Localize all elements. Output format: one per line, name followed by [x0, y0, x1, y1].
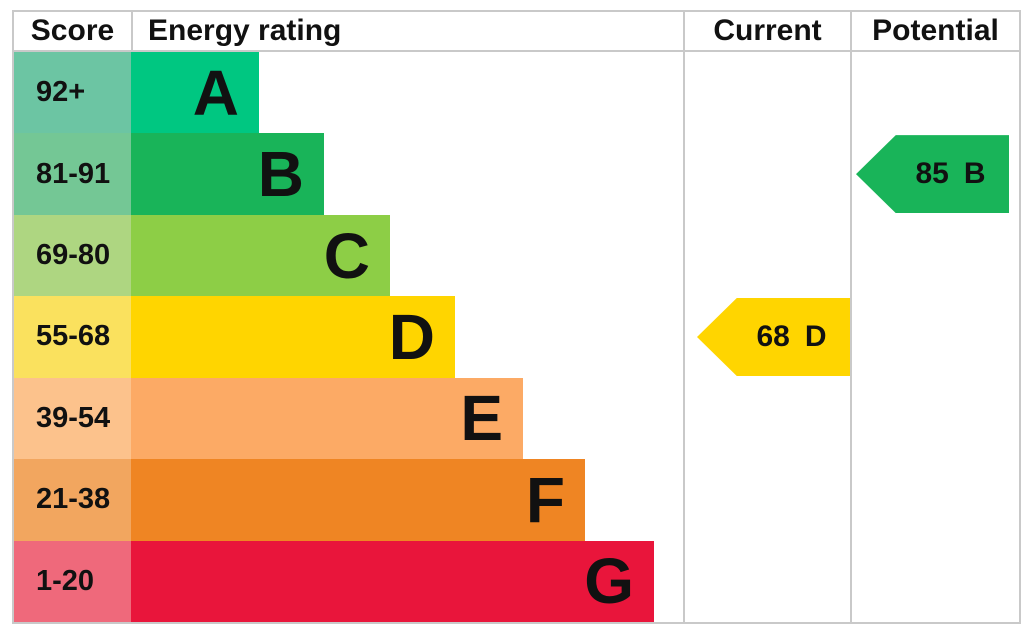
current-rating-band: D — [804, 320, 827, 353]
potential-column-divider — [850, 12, 852, 622]
header-potential: Potential — [872, 14, 999, 47]
band-score-range: 21-38 — [14, 459, 131, 541]
band-row: 21-38 F — [14, 459, 1019, 541]
band-rows: 92+ A 81-91 B 69-80 C 55-68 D 39-54 E 21… — [14, 52, 1019, 622]
band-letter: E — [460, 382, 503, 455]
band-letter: B — [257, 138, 304, 211]
chart-header: Score Energy rating Current Potential — [14, 12, 1019, 52]
band-row: 92+ A — [14, 52, 1019, 134]
band-row: 69-80 C — [14, 214, 1019, 297]
header-current: Current — [713, 14, 822, 47]
band-letter: D — [388, 300, 435, 373]
band-row: 1-20 G — [14, 540, 1019, 622]
band-bar: D — [131, 296, 455, 378]
band-bar: A — [131, 52, 259, 134]
band-score-range: 69-80 — [14, 214, 131, 297]
header-energy-rating: Energy rating — [148, 14, 342, 47]
band-score-range: 39-54 — [14, 377, 131, 460]
epc-rating-chart: Score Energy rating Current Potential 92… — [12, 10, 1021, 624]
band-row: 55-68 D — [14, 296, 1019, 378]
current-rating-value: 68 — [756, 320, 790, 353]
header-score: Score — [14, 12, 133, 50]
band-letter: C — [323, 219, 370, 292]
band-row: 39-54 E — [14, 377, 1019, 460]
band-score-range: 55-68 — [14, 296, 131, 378]
band-bar: G — [131, 540, 654, 622]
band-letter: G — [584, 545, 634, 618]
band-letter: A — [192, 56, 239, 129]
band-bar: C — [131, 214, 390, 297]
band-letter: F — [525, 463, 565, 536]
current-column-divider — [683, 12, 685, 622]
potential-rating-band: B — [963, 157, 986, 191]
potential-rating-value: 85 — [915, 157, 949, 191]
band-bar: E — [131, 377, 523, 460]
band-bar: F — [131, 459, 585, 541]
band-score-range: 1-20 — [14, 540, 131, 622]
band-score-range: 92+ — [14, 52, 131, 134]
band-bar: B — [131, 133, 324, 215]
band-score-range: 81-91 — [14, 133, 131, 215]
band-row: 81-91 B — [14, 133, 1019, 215]
